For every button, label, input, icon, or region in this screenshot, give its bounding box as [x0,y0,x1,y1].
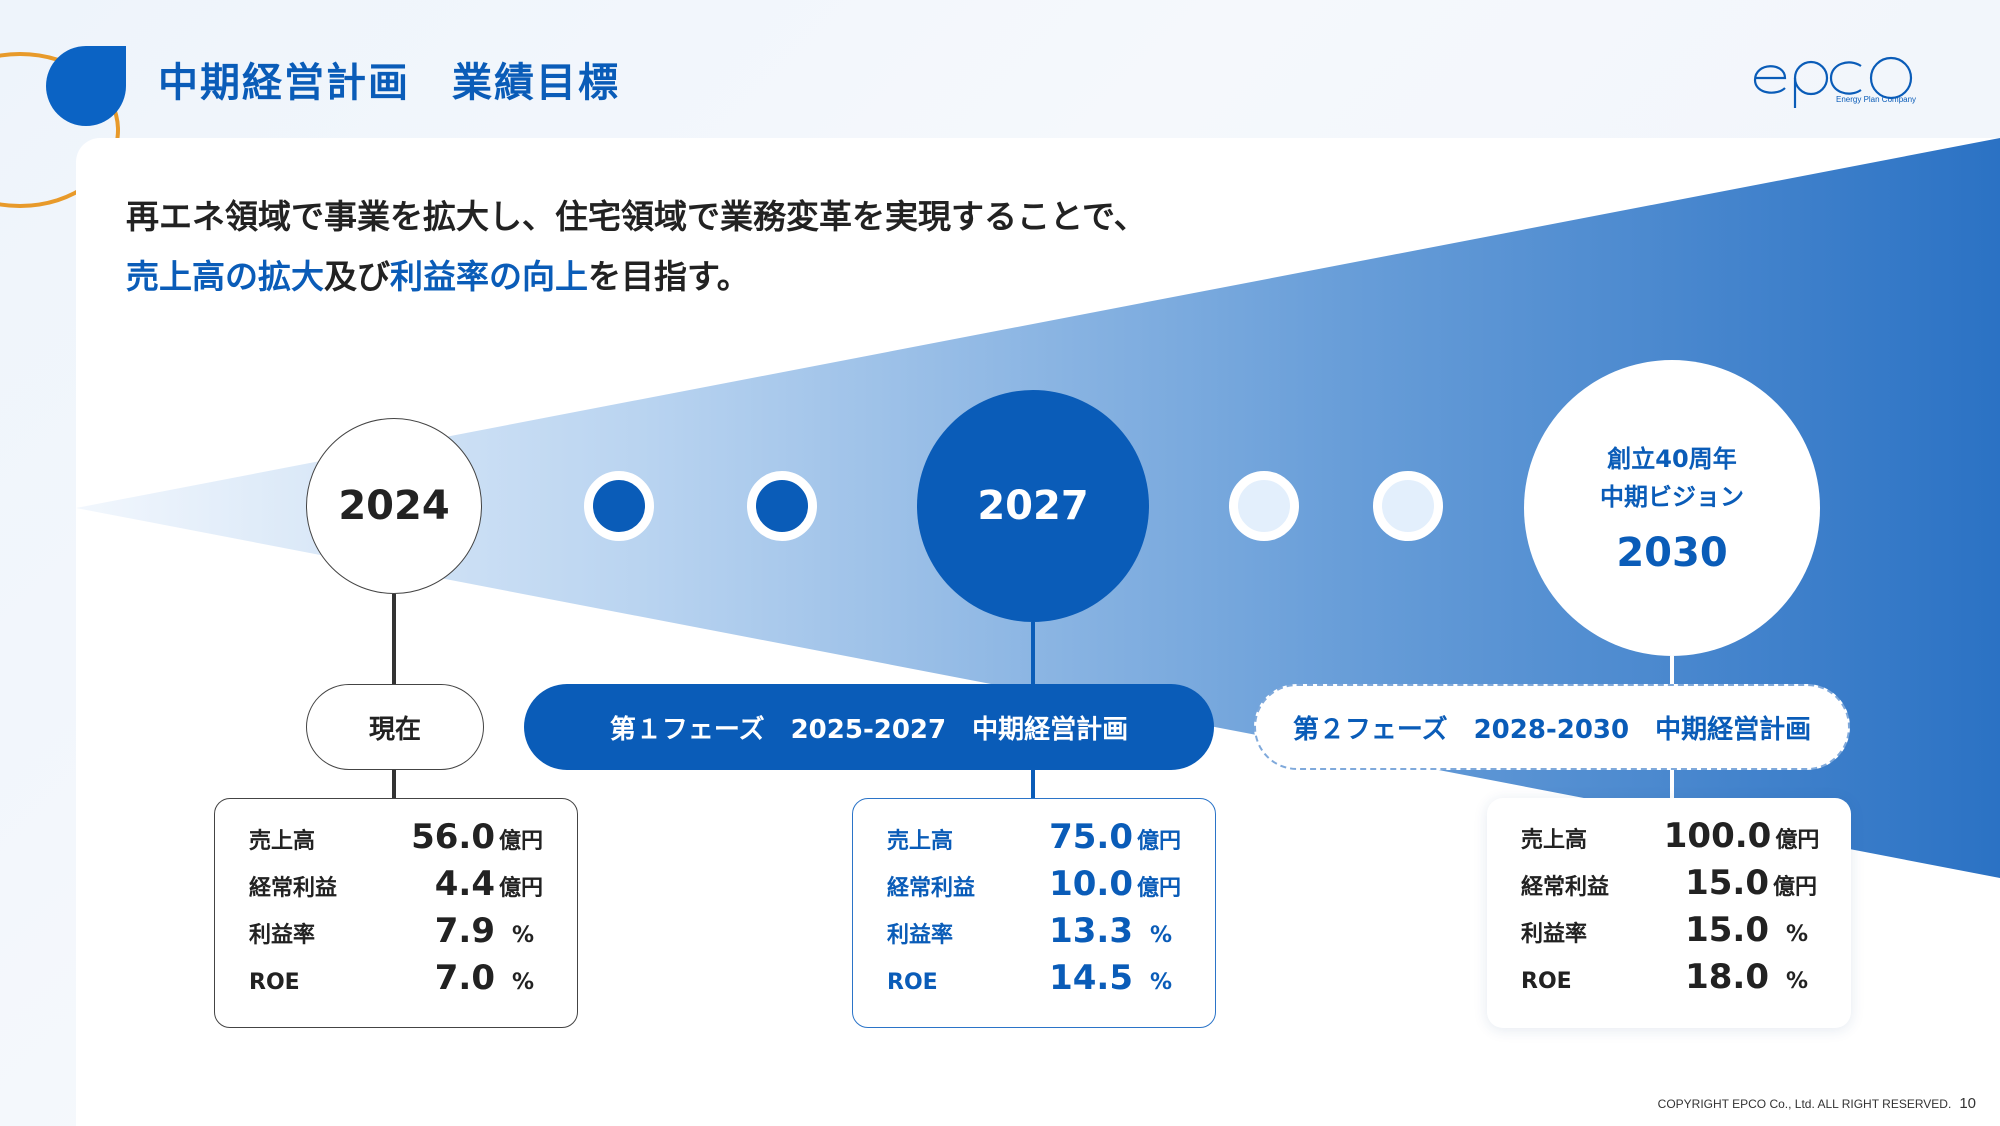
phase-label-phase2: 第２フェーズ 2028-2030 中期経営計画 [1254,684,1850,770]
metric-label: 利益率 [887,923,954,948]
metric-unit: % [1149,923,1173,948]
target-row-ordinary-profit: 経常利益 15.0 億円 [1521,863,1821,910]
metric-unit: 億円 [1775,828,1820,853]
metric-label: 経常利益 [249,876,338,901]
target-row-sales: 売上高 75.0 億円 [887,817,1185,864]
target-row-roe: ROE 14.5% [887,958,1185,1005]
metric-value: 18.0 [1685,957,1769,997]
targets-2030: 売上高 100.0 億円 経常利益 15.0 億円 利益率 15.0% ROE 18.0% [1487,798,1851,1028]
logo-mark [1753,56,1913,108]
metric-value: 15.0 [1685,863,1769,903]
metric-unit: 億円 [499,829,544,854]
connector-p2-box [1670,770,1674,798]
milestone-vision: 中期ビジョン [1600,483,1744,511]
milestone-year: 2030 [1616,530,1728,576]
metric-unit: 億円 [499,876,544,901]
timeline-dot [1229,471,1299,541]
logo-tagline: Energy Plan Company [1836,95,1917,104]
metric-label: ROE [1521,969,1572,994]
target-row-ordinary-profit: 経常利益 4.4 億円 [249,864,547,911]
metric-label: ROE [887,970,938,995]
metric-label: 利益率 [1521,922,1588,947]
metric-label: 売上高 [887,829,954,854]
metric-value: 4.4 [434,864,495,904]
milestone-2030: 創立40周年 中期ビジョン 2030 [1524,360,1820,656]
target-row-margin: 利益率 7.9% [249,911,547,958]
footer: COPYRIGHT EPCO Co., Ltd. ALL RIGHT RESER… [1658,1095,1976,1112]
connector-now-box [392,770,396,798]
target-row-margin: 利益率 13.3% [887,911,1185,958]
metric-label: 売上高 [249,829,316,854]
slide-title: 中期経営計画 業績目標 [158,60,620,106]
lead-highlight-margin: 利益率の向上 [390,257,588,296]
phase-label-phase1: 第１フェーズ 2025-2027 中期経営計画 [524,684,1214,770]
targets-2027: 売上高 75.0 億円 経常利益 10.0 億円 利益率 13.3% ROE 14.5% [852,798,1216,1028]
metric-unit: % [511,970,535,995]
connector-p1-box [1031,770,1035,798]
target-row-ordinary-profit: 経常利益 10.0 億円 [887,864,1185,911]
lead-highlight-sales: 売上高の拡大 [126,257,324,296]
phase-label-current: 現在 [306,684,484,770]
epco-logo: epco [1753,56,1913,108]
metric-value: 13.3 [1049,911,1133,951]
target-row-sales: 売上高 100.0 億円 [1521,816,1821,863]
lead-line-1: 再エネ領域で事業を拡大し、住宅領域で業務変革を実現することで、 [126,197,1147,236]
content-card: 再エネ領域で事業を拡大し、住宅領域で業務変革を実現することで、 売上高の拡大及び… [76,138,2000,1126]
decorative-drop-shape [46,46,126,126]
lead-line-2: 売上高の拡大及び利益率の向上を目指す。 [126,250,750,298]
metric-unit: 億円 [1137,829,1182,854]
metric-unit: % [511,923,535,948]
metric-unit: % [1785,969,1809,994]
target-row-margin: 利益率 15.0% [1521,910,1821,957]
lead-connector: 及び [324,257,390,296]
connector-2027 [1031,622,1035,684]
connector-2030 [1670,656,1674,684]
metric-unit: % [1149,970,1173,995]
page-number: 10 [1959,1095,1976,1112]
target-row-sales: 売上高 56.0 億円 [249,817,547,864]
connector-2024 [392,594,396,684]
targets-2024: 売上高 56.0 億円 経常利益 4.4 億円 利益率 7.9% ROE 7.0% [214,798,578,1028]
metric-value: 7.0 [434,958,495,998]
metric-label: 利益率 [249,923,316,948]
copyright-text: COPYRIGHT EPCO Co., Ltd. ALL RIGHT RESER… [1657,1097,1952,1111]
milestone-year: 2024 [338,483,450,529]
milestone-year: 2027 [977,483,1089,529]
metric-label: ROE [249,970,300,995]
metric-value: 75.0 [1049,817,1133,857]
metric-label: 売上高 [1521,828,1588,853]
metric-unit: % [1785,922,1809,947]
metric-label: 経常利益 [887,876,976,901]
timeline-dot [747,471,817,541]
milestone-anniversary: 創立40周年 [1607,445,1737,473]
metric-unit: 億円 [1773,875,1818,900]
metric-value: 14.5 [1049,958,1133,998]
lead-tail: を目指す。 [588,257,750,296]
metric-value: 56.0 [411,817,495,857]
metric-label: 経常利益 [1521,875,1610,900]
metric-value: 15.0 [1685,910,1769,950]
target-row-roe: ROE 7.0% [249,958,547,1005]
timeline-dot [1373,471,1443,541]
milestone-2024: 2024 [306,418,482,594]
target-row-roe: ROE 18.0% [1521,957,1821,1004]
metric-unit: 億円 [1137,876,1182,901]
metric-value: 10.0 [1049,864,1133,904]
metric-value: 7.9 [434,911,495,951]
timeline-dot [584,471,654,541]
milestone-2027: 2027 [917,390,1149,622]
metric-value: 100.0 [1663,816,1772,856]
